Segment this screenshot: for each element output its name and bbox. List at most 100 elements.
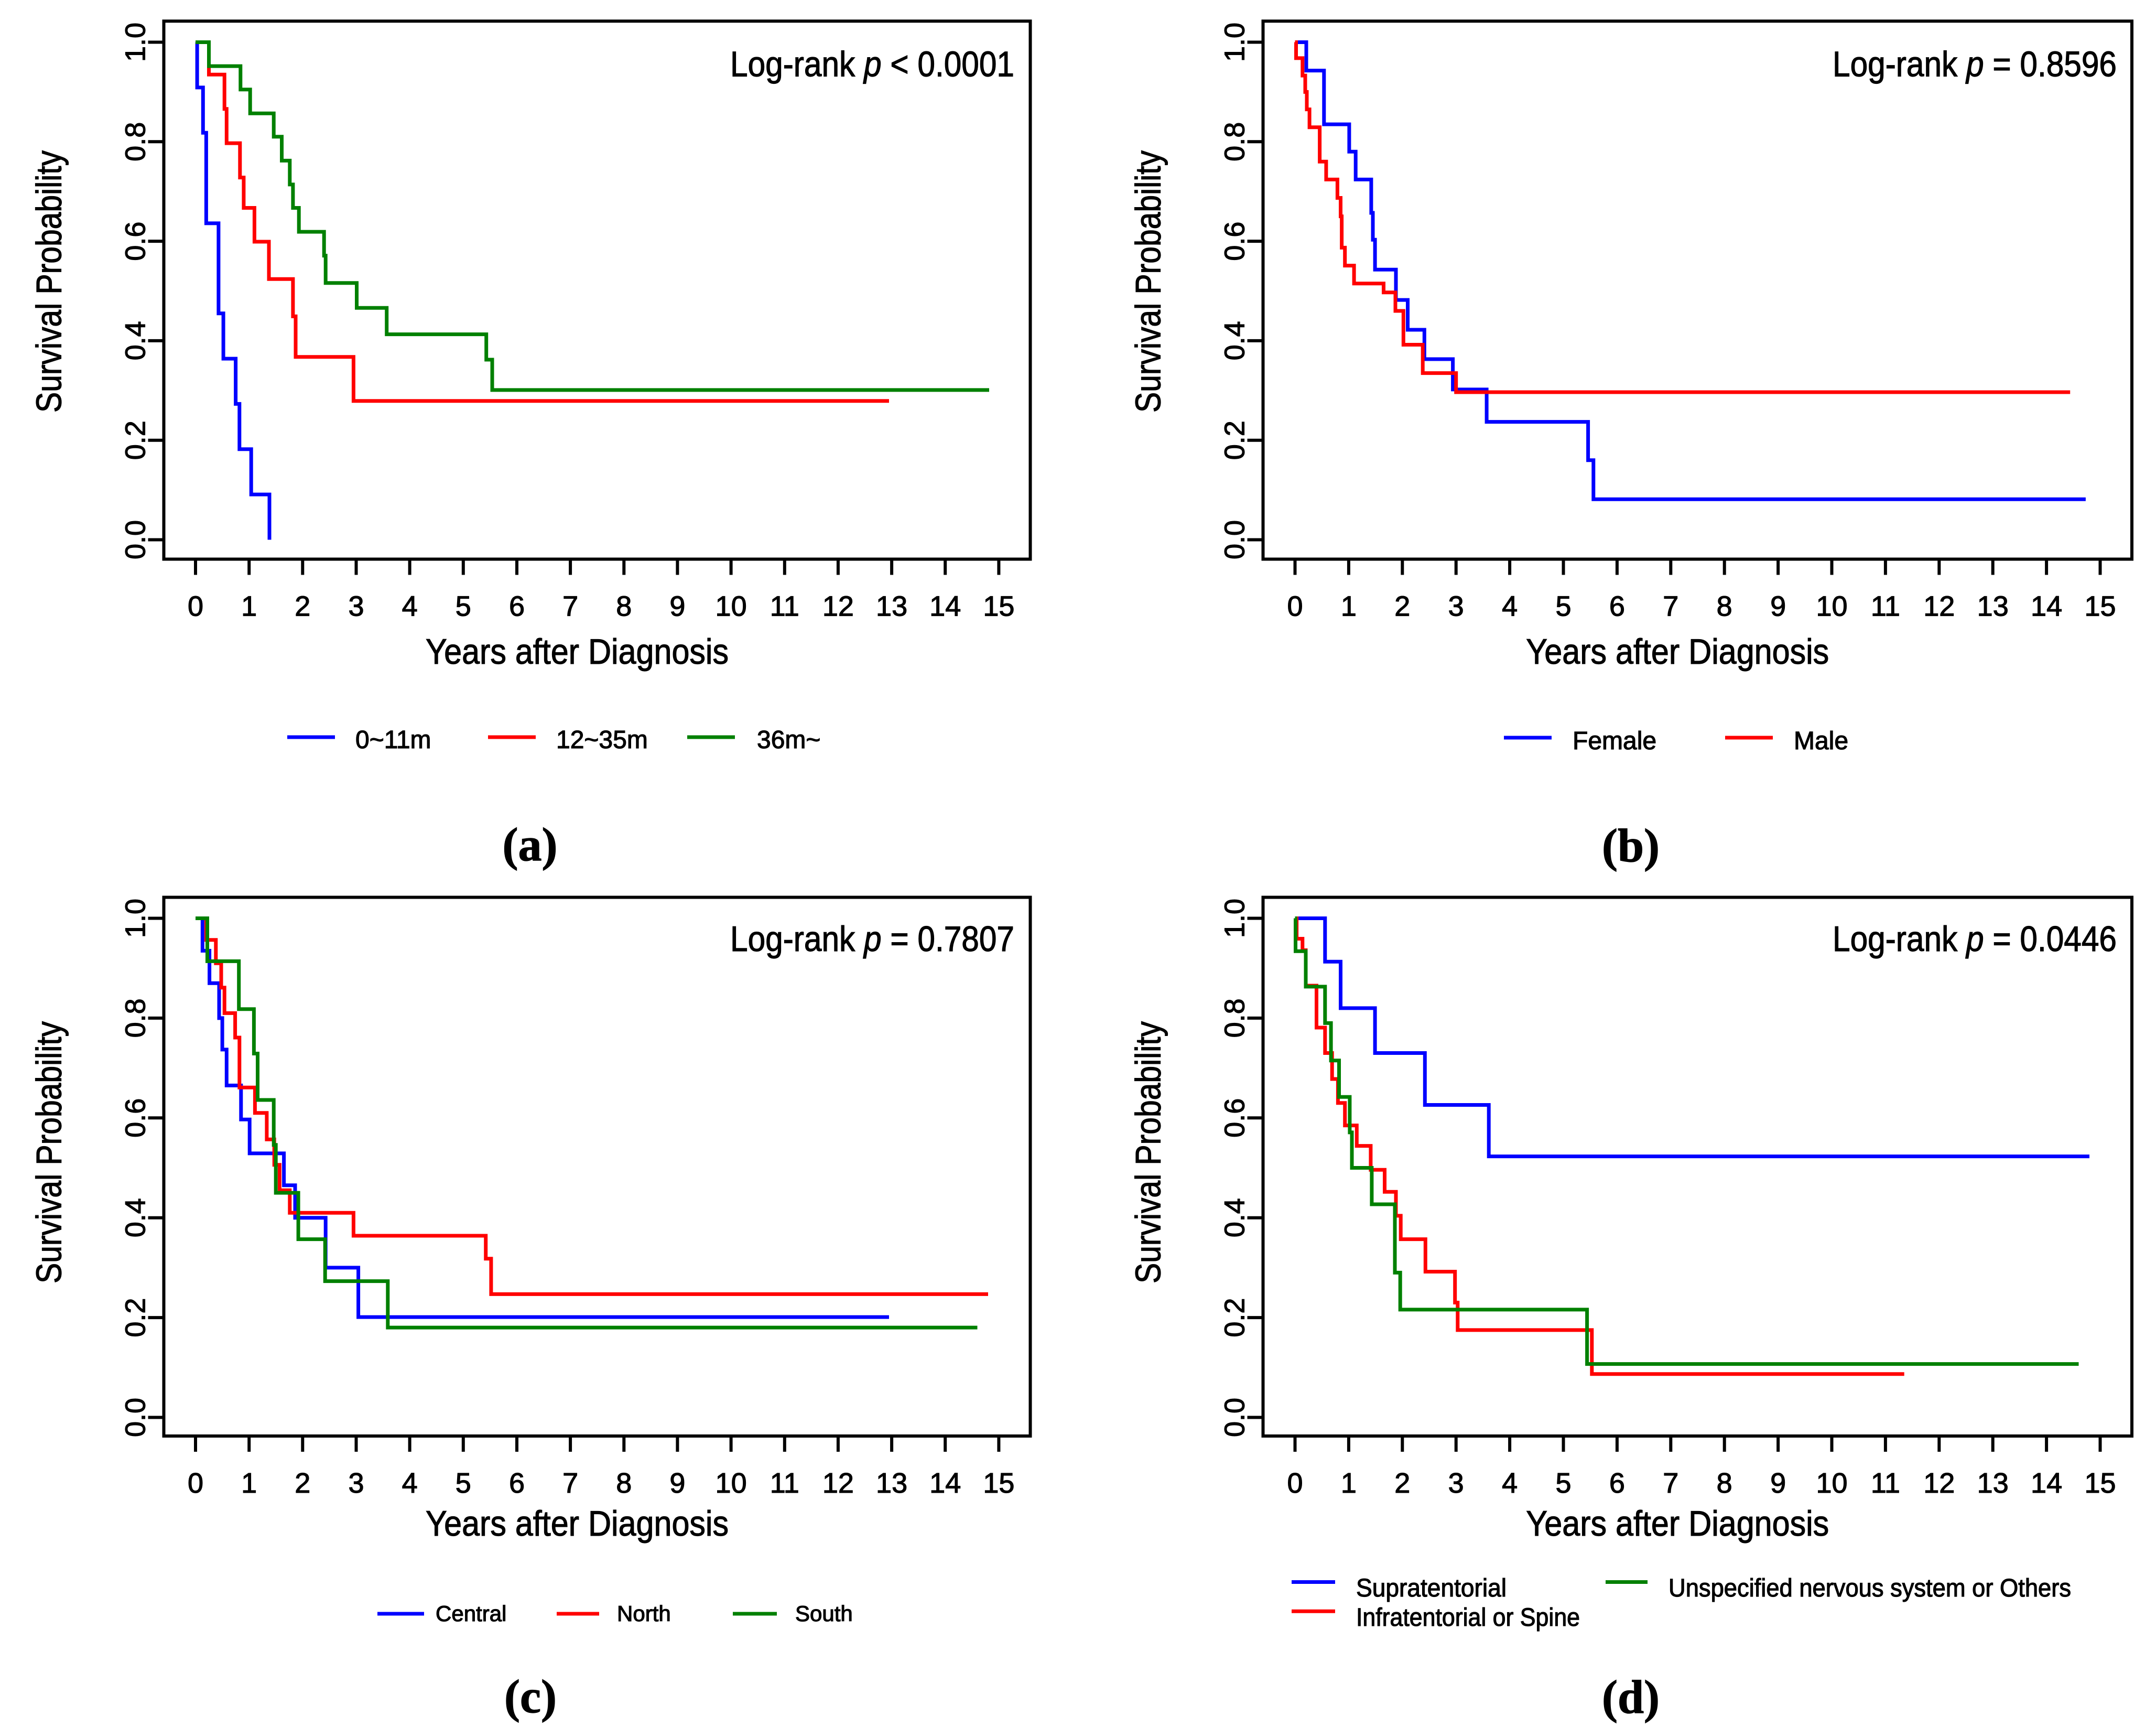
- svg-text:7: 7: [562, 1467, 578, 1499]
- svg-text:6: 6: [1609, 591, 1625, 622]
- svg-text:7: 7: [1663, 591, 1678, 622]
- svg-text:1.0: 1.0: [1219, 23, 1251, 62]
- svg-text:Years after Diagnosis: Years after Diagnosis: [1526, 632, 1829, 672]
- svg-text:14: 14: [2031, 591, 2062, 622]
- svg-text:6: 6: [509, 591, 525, 622]
- svg-text:8: 8: [616, 1467, 632, 1499]
- svg-text:6: 6: [509, 1467, 525, 1499]
- svg-text:9: 9: [669, 591, 685, 622]
- svg-text:4: 4: [1502, 1467, 1518, 1499]
- svg-text:Survival Probability: Survival Probability: [29, 1021, 69, 1283]
- svg-text:5: 5: [1555, 591, 1571, 622]
- svg-text:0: 0: [188, 1467, 203, 1499]
- svg-text:2: 2: [1394, 1467, 1410, 1499]
- svg-text:1: 1: [241, 591, 257, 622]
- svg-text:10: 10: [1816, 591, 1847, 622]
- svg-text:15: 15: [983, 591, 1014, 622]
- svg-text:13: 13: [1977, 591, 2009, 622]
- svg-text:0.4: 0.4: [120, 321, 151, 360]
- svg-text:1.0: 1.0: [1219, 899, 1251, 938]
- svg-text:5: 5: [456, 591, 471, 622]
- svg-text:0: 0: [1287, 591, 1303, 622]
- svg-text:4: 4: [402, 1467, 418, 1499]
- svg-text:5: 5: [456, 1467, 471, 1499]
- svg-text:South: South: [795, 1601, 853, 1626]
- svg-text:0.8: 0.8: [1219, 998, 1251, 1038]
- svg-text:0.2: 0.2: [1219, 1298, 1251, 1337]
- svg-text:Survival Probability: Survival Probability: [29, 150, 69, 413]
- svg-text:North: North: [617, 1601, 671, 1626]
- svg-text:3: 3: [1448, 1467, 1464, 1499]
- svg-text:7: 7: [562, 591, 578, 622]
- svg-text:Unspecified nervous system or: Unspecified nervous system or Others: [1669, 1574, 2071, 1602]
- svg-text:11: 11: [770, 1467, 799, 1499]
- svg-text:Years after Diagnosis: Years after Diagnosis: [426, 632, 729, 672]
- svg-text:4: 4: [402, 591, 418, 622]
- svg-text:0.6: 0.6: [120, 1098, 151, 1138]
- svg-text:Female: Female: [1573, 727, 1656, 755]
- svg-text:Central: Central: [436, 1601, 506, 1626]
- svg-text:0.8: 0.8: [120, 998, 151, 1038]
- svg-text:Survival Probability: Survival Probability: [1129, 1021, 1168, 1283]
- svg-text:Log-rank p = 0.0446: Log-rank p = 0.0446: [1833, 919, 2117, 959]
- svg-text:2: 2: [295, 1467, 310, 1499]
- svg-text:0~11m: 0~11m: [355, 726, 431, 754]
- svg-text:Log-rank p = 0.7807: Log-rank p = 0.7807: [730, 919, 1014, 959]
- svg-text:0.0: 0.0: [1219, 1398, 1251, 1437]
- svg-text:14: 14: [929, 1467, 961, 1499]
- svg-text:15: 15: [2084, 591, 2116, 622]
- svg-text:0.2: 0.2: [120, 1298, 151, 1337]
- svg-text:8: 8: [1717, 591, 1732, 622]
- svg-text:0.4: 0.4: [1219, 321, 1251, 360]
- svg-text:Years after Diagnosis: Years after Diagnosis: [426, 1504, 729, 1543]
- svg-text:Years after Diagnosis: Years after Diagnosis: [1526, 1504, 1829, 1543]
- svg-text:0: 0: [1287, 1467, 1303, 1499]
- svg-text:1.0: 1.0: [120, 899, 151, 938]
- svg-text:Log-rank p < 0.0001: Log-rank p < 0.0001: [730, 45, 1014, 84]
- svg-text:4: 4: [1502, 591, 1518, 622]
- svg-text:1: 1: [1341, 1467, 1357, 1499]
- svg-text:3: 3: [348, 591, 364, 622]
- svg-text:2: 2: [1394, 591, 1410, 622]
- svg-text:15: 15: [983, 1467, 1014, 1499]
- svg-text:5: 5: [1555, 1467, 1571, 1499]
- svg-text:(c): (c): [504, 1671, 557, 1723]
- svg-text:12: 12: [822, 591, 854, 622]
- svg-text:12: 12: [1923, 591, 1955, 622]
- svg-text:Male: Male: [1794, 727, 1848, 755]
- svg-text:2: 2: [295, 591, 310, 622]
- svg-text:0.6: 0.6: [1219, 1098, 1251, 1138]
- svg-text:10: 10: [1816, 1467, 1847, 1499]
- svg-text:10: 10: [716, 591, 747, 622]
- svg-text:11: 11: [1871, 591, 1900, 622]
- svg-text:11: 11: [770, 591, 799, 622]
- svg-text:8: 8: [1717, 1467, 1732, 1499]
- svg-text:13: 13: [876, 1467, 907, 1499]
- svg-text:0.0: 0.0: [120, 520, 151, 559]
- svg-text:0.4: 0.4: [1219, 1198, 1251, 1237]
- svg-text:Survival Probability: Survival Probability: [1129, 150, 1168, 413]
- svg-text:12: 12: [1923, 1467, 1955, 1499]
- svg-text:10: 10: [716, 1467, 747, 1499]
- svg-text:0.2: 0.2: [120, 420, 151, 460]
- svg-text:11: 11: [1871, 1467, 1900, 1499]
- svg-text:Infratentorial or Spine: Infratentorial or Spine: [1356, 1604, 1580, 1632]
- svg-text:0.8: 0.8: [120, 122, 151, 161]
- svg-text:0.8: 0.8: [1219, 122, 1251, 161]
- svg-text:9: 9: [1770, 1467, 1786, 1499]
- svg-text:13: 13: [1977, 1467, 2009, 1499]
- svg-text:Log-rank p = 0.8596: Log-rank p = 0.8596: [1833, 45, 2117, 84]
- svg-text:14: 14: [929, 591, 961, 622]
- svg-text:(a): (a): [503, 819, 558, 871]
- svg-text:0.6: 0.6: [120, 222, 151, 261]
- svg-text:8: 8: [616, 591, 632, 622]
- svg-text:12: 12: [822, 1467, 854, 1499]
- svg-text:3: 3: [348, 1467, 364, 1499]
- svg-text:1.0: 1.0: [120, 23, 151, 62]
- svg-text:0.2: 0.2: [1219, 420, 1251, 460]
- svg-text:13: 13: [876, 591, 907, 622]
- svg-text:9: 9: [669, 1467, 685, 1499]
- svg-text:0.4: 0.4: [120, 1198, 151, 1237]
- svg-text:0.0: 0.0: [120, 1398, 151, 1437]
- svg-text:3: 3: [1448, 591, 1464, 622]
